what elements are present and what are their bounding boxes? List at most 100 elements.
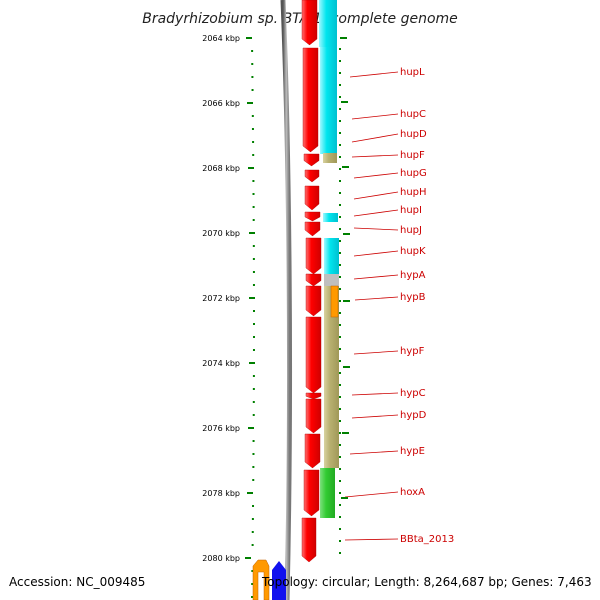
gene-arrow[interactable] — [305, 398, 322, 434]
coordinate-ruler: 2064 kbp 2066 kbp 2068 kbp 2070 kbp 2072 kbp… — [202, 34, 255, 598]
gene-arrow[interactable] — [303, 153, 320, 167]
right-minor-tick — [339, 444, 341, 446]
gene-label[interactable]: hupF — [400, 150, 425, 161]
label-leader — [351, 392, 399, 396]
gene-arrow[interactable] — [305, 316, 322, 394]
minor-tick — [251, 596, 254, 598]
gene-label[interactable]: hypF — [400, 346, 425, 357]
tick-label: 2078 kbp — [202, 489, 240, 498]
gene-label[interactable]: hoxA — [400, 487, 425, 498]
map-title: Bradyrhizobium sp. BTAi1, complete genom… — [142, 11, 458, 27]
cog-block — [319, 0, 337, 47]
gene-label[interactable]: hypC — [400, 388, 426, 399]
label-leader — [353, 274, 399, 280]
topology-text: Topology: circular; Length: 8,264,687 bp… — [262, 575, 592, 589]
gene-label[interactable]: BBta_2013 — [400, 534, 454, 545]
label-leader — [353, 227, 399, 231]
right-minor-tick — [339, 324, 341, 326]
tick-label: 2080 kbp — [202, 554, 240, 563]
gene-arrow[interactable] — [301, 0, 318, 46]
right-minor-tick — [339, 288, 341, 290]
right-minor-tick — [339, 228, 341, 230]
gene-arrow[interactable] — [304, 433, 321, 469]
genome-backbone — [280, 0, 293, 600]
cog-block — [324, 238, 339, 274]
right-minor-tick — [339, 180, 341, 182]
right-minor-tick — [339, 192, 341, 194]
cog-block — [323, 153, 337, 163]
right-minor-tick — [339, 156, 341, 158]
minor-tick — [251, 50, 254, 52]
gene-label[interactable]: hupL — [400, 67, 425, 78]
right-minor-tick — [339, 276, 341, 278]
right-minor-tick — [339, 552, 341, 554]
gene-arrow[interactable] — [302, 47, 319, 153]
minor-tick — [252, 375, 255, 377]
gene-label[interactable]: hupD — [400, 129, 427, 140]
minor-tick — [252, 414, 255, 416]
gene-label[interactable]: hupC — [400, 109, 426, 120]
minor-tick — [251, 518, 254, 520]
right-minor-tick — [339, 120, 341, 122]
tick-label: 2068 kbp — [202, 164, 240, 173]
gene-arrow[interactable] — [304, 185, 320, 211]
gene-arrow[interactable] — [305, 237, 322, 275]
tick-label: 2074 kbp — [202, 359, 240, 368]
label-leader — [349, 450, 399, 455]
cog-block — [324, 274, 339, 286]
gene-label[interactable]: hypD — [400, 410, 427, 421]
gene-arrow[interactable] — [304, 169, 320, 183]
minor-tick — [252, 466, 255, 468]
gene-arrow[interactable] — [304, 211, 321, 222]
minor-tick — [252, 388, 255, 390]
tick-label: 2072 kbp — [202, 294, 240, 303]
gene-arrow[interactable] — [305, 392, 322, 400]
label-leader — [351, 154, 399, 158]
minor-tick — [252, 284, 255, 286]
right-tick — [342, 432, 349, 434]
minor-tick — [252, 336, 255, 338]
gene-label[interactable]: hupJ — [400, 225, 422, 236]
right-minor-tick — [339, 216, 341, 218]
gene-label[interactable]: hypE — [400, 446, 425, 457]
label-leader — [351, 133, 399, 143]
gene-label[interactable]: hupK — [400, 246, 426, 257]
cog-block — [324, 286, 339, 468]
gene-arrow[interactable] — [303, 469, 320, 517]
minor-tick — [251, 544, 254, 546]
right-minor-tick — [339, 204, 341, 206]
tick-label: 2066 kbp — [202, 99, 240, 108]
gene-label[interactable]: hupH — [400, 187, 427, 198]
right-minor-tick — [339, 372, 341, 374]
right-minor-tick — [339, 132, 341, 134]
right-minor-tick — [339, 48, 341, 50]
accession-text: Accession: NC_009485 — [9, 575, 146, 589]
gene-label[interactable]: hypB — [400, 292, 426, 303]
right-minor-tick — [339, 168, 341, 170]
right-minor-tick — [339, 144, 341, 146]
tick-label: 2076 kbp — [202, 424, 240, 433]
right-minor-tick — [339, 528, 341, 530]
right-minor-tick — [339, 432, 341, 434]
gene-label[interactable]: hypA — [400, 270, 426, 281]
gene-arrow[interactable] — [305, 285, 322, 317]
gene-label[interactable]: hupG — [400, 168, 427, 179]
gene-arrow[interactable] — [305, 273, 322, 287]
minor-tick — [252, 219, 255, 221]
right-minor-tick — [339, 264, 341, 266]
blue-gene-bottom — [272, 561, 286, 600]
minor-tick — [252, 440, 255, 442]
minor-tick — [251, 76, 254, 78]
label-leader — [353, 350, 399, 355]
minor-tick — [252, 206, 255, 208]
minor-tick — [251, 531, 254, 533]
right-minor-tick — [339, 396, 341, 398]
right-minor-tick — [339, 348, 341, 350]
gene-arrow[interactable] — [304, 221, 321, 237]
right-minor-tick — [339, 516, 341, 518]
gene-label[interactable]: hupI — [400, 205, 422, 216]
right-minor-tick — [339, 60, 341, 62]
gene-arrow[interactable] — [301, 517, 317, 563]
right-tick — [341, 497, 348, 499]
label-leader — [353, 191, 399, 200]
